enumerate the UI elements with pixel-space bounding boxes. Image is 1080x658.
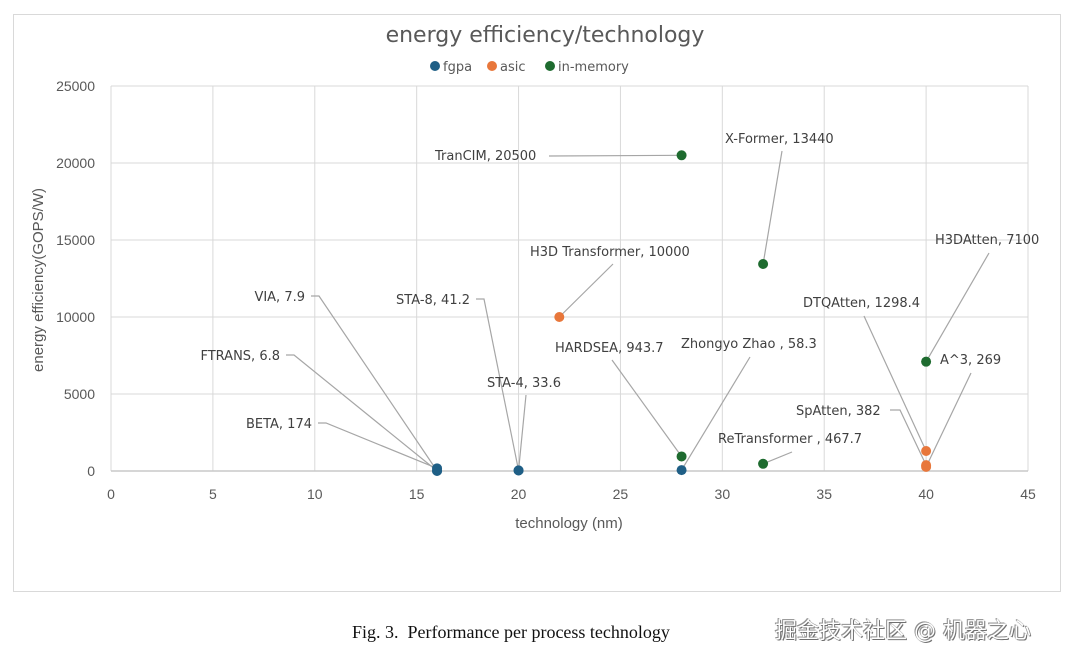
data-point-fgpa[interactable]	[676, 465, 687, 476]
x-tick-label: 10	[307, 486, 323, 502]
leader-line	[681, 356, 751, 471]
x-tick-label: 45	[1020, 486, 1036, 502]
data-label: VIA, 7.9	[254, 290, 305, 305]
y-tick-label: 10000	[56, 309, 95, 325]
data-point-in-memory[interactable]	[676, 451, 687, 462]
tick-labels: 0 5 10 15 20 25 30 35 40 45 0 5000 10000 15000 20000 25…	[56, 78, 1036, 502]
data-point-fgpa[interactable]	[432, 463, 443, 474]
data-label: STA-4, 33.6	[487, 376, 561, 391]
figure-caption: Fig. 3. Performance per process technolo…	[352, 622, 670, 642]
legend-item-in-memory[interactable]: in-memory	[545, 60, 629, 75]
data-label: BETA, 174	[246, 417, 312, 432]
legend-label: fgpa	[443, 60, 472, 75]
data-point-in-memory[interactable]	[676, 150, 687, 161]
data-point-in-memory[interactable]	[921, 356, 932, 367]
y-tick-label: 5000	[64, 386, 95, 402]
data-label: X-Former, 13440	[725, 132, 834, 147]
data-point-asic[interactable]	[554, 312, 565, 322]
leader-line	[318, 422, 438, 469]
x-tick-label: 30	[715, 486, 731, 502]
x-tick-label: 25	[613, 486, 629, 502]
legend-marker	[487, 61, 497, 71]
chart-title: energy efficiency/technology	[386, 23, 705, 48]
data-label: STA-8, 41.2	[396, 293, 470, 308]
x-tick-label: 15	[409, 486, 425, 502]
x-tick-label: 20	[511, 486, 527, 502]
leader-line	[311, 295, 438, 472]
data-label: Zhongyo Zhao , 58.3	[681, 337, 817, 352]
x-tick-label: 0	[107, 486, 115, 502]
x-axis-label: technology (nm)	[515, 515, 623, 532]
scatter-chart: 0 5 10 15 20 25 30 35 40 45 0 5000 10000 15000 20000 25…	[30, 23, 1039, 532]
data-point-asic[interactable]	[921, 446, 932, 457]
y-tick-label: 25000	[56, 78, 95, 94]
y-tick-label: 15000	[56, 232, 95, 248]
watermark: 掘金技术社区 @ 机器之心	[775, 619, 1031, 644]
leader-line	[925, 252, 990, 362]
leader-line	[863, 315, 927, 452]
leader-line	[476, 298, 520, 471]
legend: fgpa asic in-memory	[430, 60, 629, 75]
x-tick-label: 35	[816, 486, 832, 502]
chart-frame	[13, 14, 1061, 592]
leader-line	[925, 372, 972, 468]
legend-label: asic	[500, 60, 526, 75]
data-label: TranCIM, 20500	[434, 149, 536, 164]
leader-line	[548, 154, 682, 157]
data-label: H3D Transformer, 10000	[530, 245, 690, 260]
leader-line	[890, 409, 927, 466]
data-label: ReTransformer , 467.7	[718, 432, 862, 447]
x-tick-label: 5	[209, 486, 217, 502]
data-label: H3DAtten, 7100	[935, 233, 1039, 248]
leader-lines	[286, 150, 990, 472]
data-labels: VIA, 7.9 FTRANS, 6.8 BETA, 174 STA-8, 41.2 S…	[200, 132, 1039, 447]
legend-label: in-memory	[558, 60, 629, 75]
legend-marker	[430, 61, 440, 71]
data-label: HARDSEA, 943.7	[555, 341, 664, 356]
leader-line	[762, 150, 783, 265]
data-label: FTRANS, 6.8	[200, 349, 280, 364]
data-label: DTQAtten, 1298.4	[803, 296, 920, 311]
legend-marker	[545, 61, 555, 71]
leader-line	[286, 354, 438, 472]
data-point-asic[interactable]	[921, 461, 932, 472]
y-axis-label: energy efficiency(GOPS/W)	[30, 188, 47, 372]
x-tick-label: 40	[918, 486, 934, 502]
data-label: SpAtten, 382	[796, 404, 881, 419]
y-tick-label: 20000	[56, 155, 95, 171]
data-point-fgpa[interactable]	[513, 465, 524, 476]
leader-line	[517, 394, 527, 471]
legend-item-asic[interactable]: asic	[487, 60, 526, 75]
leader-line	[762, 451, 793, 465]
legend-item-fgpa[interactable]: fgpa	[430, 60, 472, 75]
leader-line	[611, 359, 683, 457]
data-point-in-memory[interactable]	[758, 458, 769, 469]
grid	[110, 85, 1029, 472]
y-tick-label: 0	[87, 463, 95, 479]
data-points	[432, 150, 932, 476]
data-point-in-memory[interactable]	[758, 259, 769, 270]
leader-line	[558, 263, 614, 318]
data-label: A^3, 269	[940, 353, 1001, 368]
